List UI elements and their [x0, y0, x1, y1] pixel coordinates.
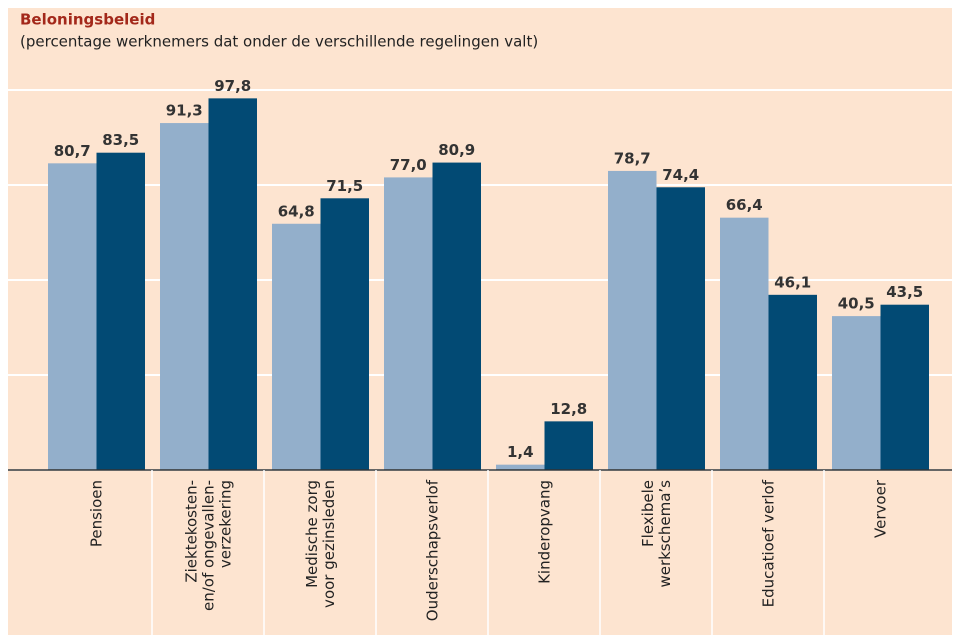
bar [320, 198, 369, 471]
bar [96, 152, 145, 470]
value-label: 64,8 [278, 202, 315, 220]
x-tick-label: Ziektekosten-en/of ongevallen-verzekerin… [182, 480, 234, 611]
value-label: 91,3 [166, 102, 203, 120]
x-tick-label-line: en/of ongevallen- [199, 480, 217, 611]
value-label: 71,5 [326, 177, 363, 195]
bar [496, 464, 545, 470]
x-tick-label: Pensioen [87, 480, 105, 547]
x-tick-label-line: Kinderopvang [535, 480, 553, 584]
bar [384, 177, 433, 470]
value-label: 97,8 [214, 77, 251, 95]
x-tick-label: Kinderopvang [535, 480, 553, 584]
x-tick-label-line: Ouderschapsverlof [423, 479, 441, 621]
value-label: 78,7 [614, 149, 651, 167]
value-label: 83,5 [102, 131, 139, 149]
value-label: 46,1 [774, 273, 811, 291]
x-tick-label: Flexibelewerkschema’s [639, 480, 674, 588]
bar [768, 294, 817, 470]
x-tick-label-line: Medische zorg [303, 480, 321, 588]
value-label: 12,8 [550, 400, 587, 418]
value-label: 66,4 [726, 196, 763, 214]
bar [720, 217, 769, 470]
value-label: 43,5 [886, 283, 923, 301]
bar [160, 123, 209, 470]
x-tick-label: Educatioef verlof [759, 479, 777, 607]
value-label: 40,5 [838, 295, 875, 313]
value-label: 80,9 [438, 141, 475, 159]
bar [48, 163, 97, 470]
bar [208, 98, 257, 471]
x-tick-label-line: werkschema’s [656, 480, 674, 588]
x-tick-label: Vervoer [871, 479, 889, 538]
chart-title: Beloningsbeleid [20, 11, 155, 29]
x-tick-label-line: voor gezinsleden [320, 480, 338, 608]
bar [608, 170, 657, 470]
bar [656, 187, 705, 470]
value-label: 74,4 [662, 166, 699, 184]
value-label: 77,0 [390, 156, 427, 174]
x-tick-label-line: verzekering [216, 480, 234, 568]
chart-subtitle: (percentage werknemers dat onder de vers… [20, 33, 538, 51]
bar [432, 162, 481, 470]
x-tick-label-line: Ziektekosten- [182, 480, 200, 583]
bar [272, 223, 321, 470]
value-label: 1,4 [507, 443, 534, 461]
x-tick-label-line: Pensioen [87, 480, 105, 547]
value-label: 80,7 [54, 142, 91, 160]
x-tick-label-line: Educatioef verlof [759, 479, 777, 607]
x-tick-label-line: Vervoer [871, 479, 889, 538]
x-tick-label: Ouderschapsverlof [423, 479, 441, 621]
bar [832, 316, 881, 470]
x-tick-label: Medische zorgvoor gezinsleden [303, 480, 338, 608]
bar [880, 304, 929, 470]
bar [544, 421, 593, 470]
x-tick-label-line: Flexibele [639, 480, 657, 547]
